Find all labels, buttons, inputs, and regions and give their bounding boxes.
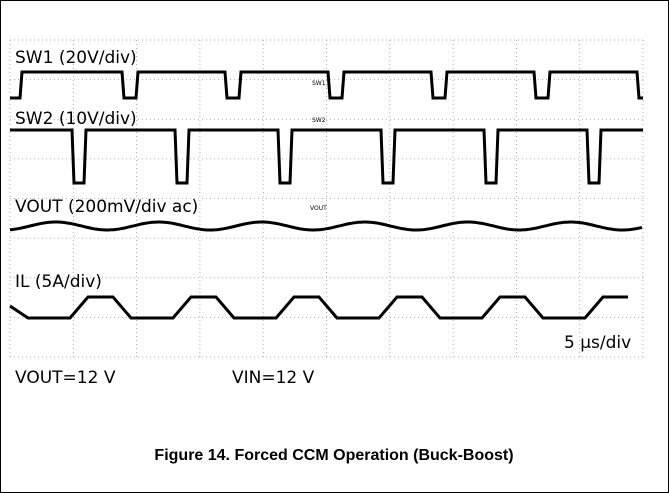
caption: Figure 14. Forced CCM Operation (Buck-Bo…: [154, 447, 513, 464]
channel-tag: SW1: [312, 80, 326, 87]
il-trace: [9, 295, 628, 320]
channel-tag: VOUT: [310, 205, 327, 212]
sw1-trace: [10, 70, 643, 100]
channel-tag: SW2: [312, 117, 326, 124]
condition: VIN=12 V: [232, 368, 315, 388]
waveforms: [9, 70, 643, 320]
channel-label: IL (5A/div): [15, 272, 102, 292]
channel-label: SW1 (20V/div): [15, 48, 137, 68]
channel-label: VOUT (200mV/div ac): [15, 197, 198, 217]
sw2-trace: [10, 128, 643, 185]
condition: VOUT=12 V: [15, 368, 116, 388]
vout-trace: [9, 220, 643, 232]
channel-label: SW2 (10V/div): [15, 109, 137, 129]
timebase: 5 µs/div: [564, 333, 631, 353]
